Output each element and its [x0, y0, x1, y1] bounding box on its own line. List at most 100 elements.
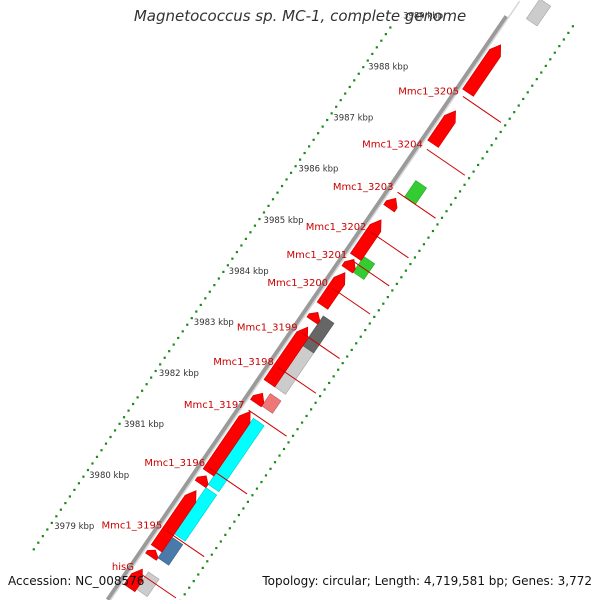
- tick-dot: [313, 139, 315, 141]
- tick-dot: [317, 132, 319, 134]
- gene-label: Mmc1_3203: [333, 182, 394, 193]
- tick-dot: [495, 137, 497, 139]
- tick-dot: [215, 547, 217, 549]
- tick-dot: [222, 271, 224, 273]
- tick-dot: [127, 410, 129, 412]
- gene-label: Mmc1_3198: [213, 357, 274, 368]
- tick-dot: [294, 165, 296, 167]
- tick-dot: [351, 349, 353, 351]
- tick-dot: [459, 190, 461, 192]
- tick-dot: [242, 507, 244, 509]
- tick-dot: [238, 514, 240, 516]
- tick-dot: [141, 390, 143, 392]
- tick-dot: [114, 429, 116, 431]
- tick-dot: [364, 329, 366, 331]
- tick-dot: [472, 170, 474, 172]
- outer-tick-track: [179, 25, 574, 600]
- tick-dot: [310, 408, 312, 410]
- tick-dot: [285, 178, 287, 180]
- tick-dot: [164, 357, 166, 359]
- tick-dot: [209, 291, 211, 293]
- tick-dot: [292, 435, 294, 437]
- tick-dot: [146, 383, 148, 385]
- gene-label: Mmc1_3195: [102, 521, 163, 532]
- tick-dot: [315, 402, 317, 404]
- tick-dot: [42, 535, 44, 537]
- tick-dot: [249, 231, 251, 233]
- tick-dot: [78, 482, 80, 484]
- tick-dot: [335, 106, 337, 108]
- tick-dot: [445, 210, 447, 212]
- tick-dot: [358, 73, 360, 75]
- tick-dot: [123, 416, 125, 418]
- tick-dot: [549, 58, 551, 60]
- backbone-line: [108, 17, 507, 600]
- tick-dot: [82, 476, 84, 478]
- tick-dot: [173, 343, 175, 345]
- tick-dot: [204, 297, 206, 299]
- tick-dot: [376, 46, 378, 48]
- tick-dot: [159, 363, 161, 365]
- tick-dot: [64, 502, 66, 504]
- tick-dot: [572, 25, 574, 27]
- tick-dot: [540, 71, 542, 73]
- tick-dot: [304, 152, 306, 154]
- tick-dot: [236, 251, 238, 253]
- tick-dot: [278, 455, 280, 457]
- tick-dot: [150, 376, 152, 378]
- tick-dot: [441, 217, 443, 219]
- tick-dot: [432, 230, 434, 232]
- scale-label-kbp: 3985 kbp: [264, 216, 304, 226]
- tick-dot: [427, 237, 429, 239]
- tick-dot: [340, 99, 342, 101]
- tick-dot: [513, 111, 515, 113]
- tick-dot: [414, 256, 416, 258]
- tick-dot: [290, 172, 292, 174]
- tick-dot: [265, 474, 267, 476]
- tick-dot: [202, 567, 204, 569]
- tick-dot: [254, 225, 256, 227]
- gene-label: Mmc1_3200: [267, 278, 328, 289]
- tick-dot: [211, 554, 213, 556]
- tick-dot: [355, 342, 357, 344]
- gene-leader-line: [370, 232, 408, 258]
- scale-label-kbp: 3982 kbp: [159, 369, 199, 379]
- scale-label-kbp: 3986 kbp: [298, 165, 338, 175]
- tick-dot: [346, 355, 348, 357]
- tick-dot: [267, 205, 269, 207]
- tick-dot: [272, 198, 274, 200]
- tick-dot: [206, 560, 208, 562]
- tick-dot: [536, 78, 538, 80]
- tick-dot: [522, 98, 524, 100]
- tick-dot: [100, 449, 102, 451]
- tick-dot: [177, 337, 179, 339]
- tick-dot: [51, 522, 53, 524]
- scale-label-kbp: 3987 kbp: [333, 114, 373, 124]
- tick-dot: [308, 145, 310, 147]
- tick-dot: [389, 26, 391, 28]
- tick-dot: [324, 388, 326, 390]
- tick-dot: [240, 244, 242, 246]
- forward-feature-arrow: [146, 550, 159, 560]
- tick-dot: [283, 448, 285, 450]
- tick-dot: [105, 443, 107, 445]
- tick-dot: [251, 494, 253, 496]
- tick-dot: [367, 59, 369, 61]
- tick-dot: [91, 462, 93, 464]
- tick-dot: [369, 322, 371, 324]
- tick-dot: [531, 85, 533, 87]
- tick-dot: [563, 38, 565, 40]
- tick-dot: [155, 370, 157, 372]
- tick-dot: [247, 501, 249, 503]
- tick-dot: [168, 350, 170, 352]
- scale-label-kbp: 3981 kbp: [124, 420, 164, 430]
- tick-dot: [46, 528, 48, 530]
- tick-dot: [482, 157, 484, 159]
- scale-label-kbp: 3983 kbp: [194, 318, 234, 328]
- tick-dot: [301, 421, 303, 423]
- forward-feature-arrow: [384, 198, 397, 212]
- gene-label: Mmc1_3197: [184, 400, 245, 411]
- tick-dot: [245, 238, 247, 240]
